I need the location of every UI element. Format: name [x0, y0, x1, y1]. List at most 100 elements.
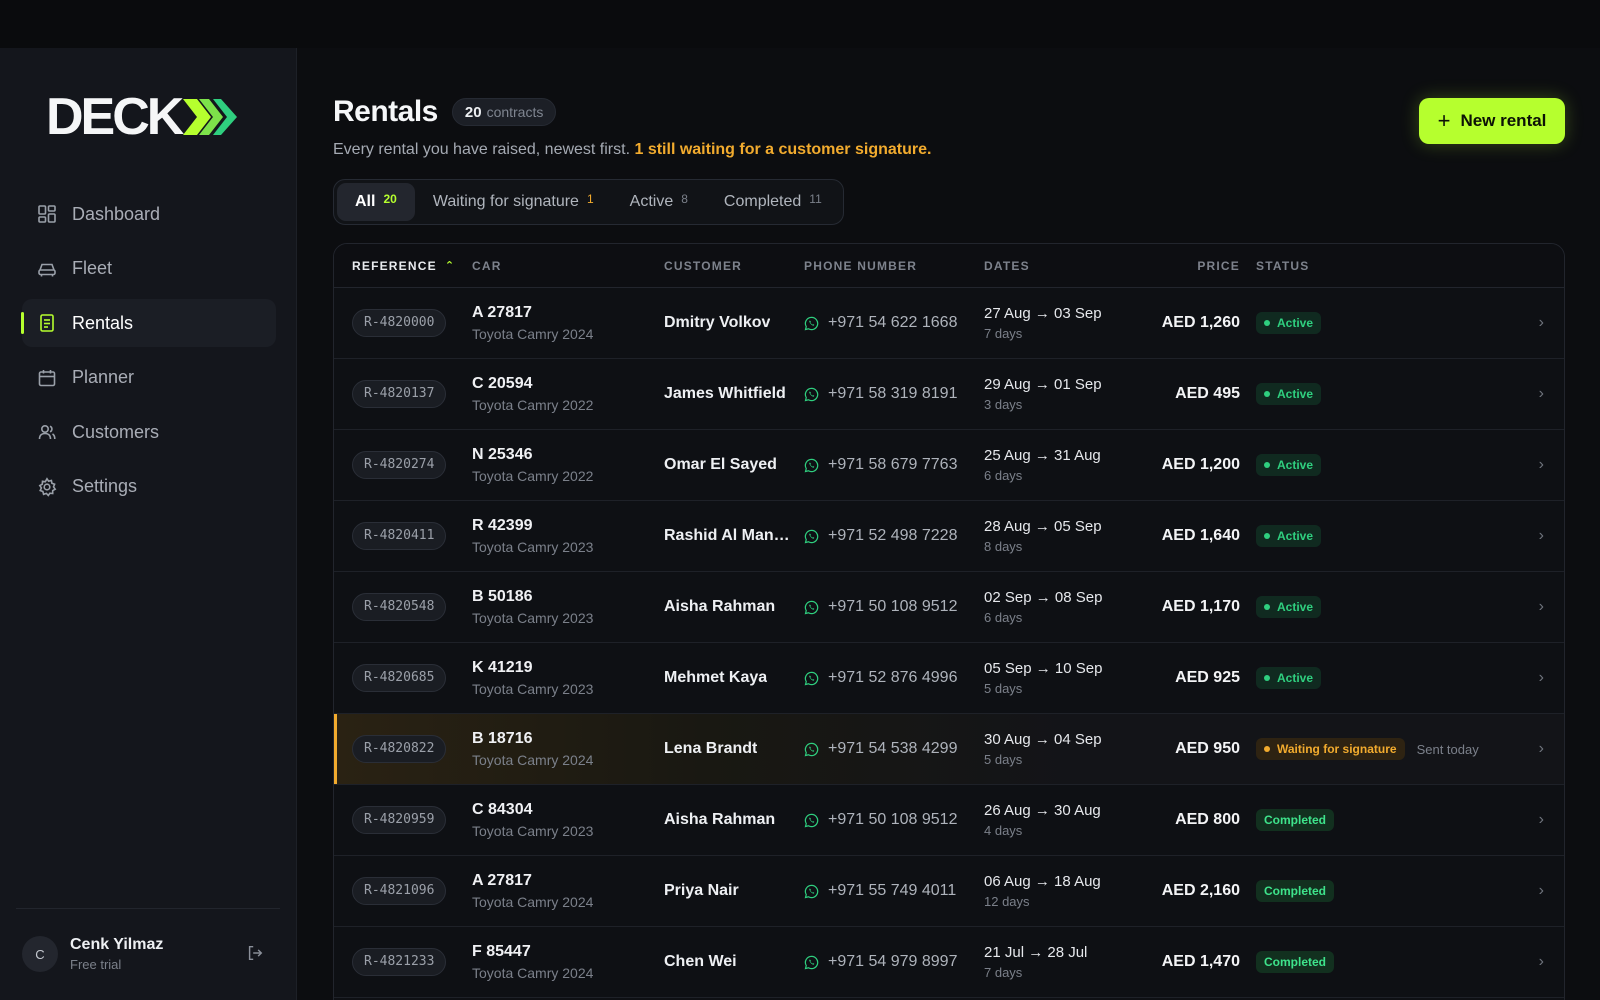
chevron-right-icon[interactable]: › [1538, 882, 1544, 899]
table-row[interactable]: R-4820000 A 27817 Toyota Camry 2024 Dmitry … [334, 288, 1564, 359]
customer-name: Lena Brandt [664, 740, 758, 757]
car-plate: C 20594 [472, 375, 533, 392]
phone-number[interactable]: +971 52 876 4996 [804, 669, 957, 687]
deck-logo[interactable]: DECK [46, 91, 239, 143]
phone-number[interactable]: +971 54 979 8997 [804, 953, 957, 971]
sidebar-item-customers[interactable]: Customers [22, 408, 276, 456]
reference-badge: R-4820274 [352, 451, 447, 479]
car-plate: F 85447 [472, 943, 531, 960]
table-row[interactable]: R-4820685 K 41219 Toyota Camry 2023 Mehmet … [334, 643, 1564, 714]
car-plate: A 27817 [472, 872, 532, 889]
phone-number[interactable]: +971 58 679 7763 [804, 456, 957, 474]
phone-number[interactable]: +971 50 108 9512 [804, 811, 957, 829]
column-header-dates[interactable]: DATES [984, 258, 1030, 273]
phone-number[interactable]: +971 55 749 4011 [804, 882, 956, 900]
table-row[interactable]: R-4820959 C 84304 Toyota Camry 2023 Aisha R… [334, 785, 1564, 856]
reference-badge: R-4820822 [352, 735, 447, 763]
phone-number[interactable]: +971 50 108 9512 [804, 598, 957, 616]
phone-number[interactable]: +971 54 538 4299 [804, 740, 957, 758]
user-name: Cenk Yilmaz [70, 936, 164, 953]
car-model: Toyota Camry 2022 [472, 468, 594, 484]
phone-number[interactable]: +971 52 498 7228 [804, 527, 957, 545]
status-cell: Active [1256, 454, 1322, 476]
table-row[interactable]: R-4820137 C 20594 Toyota Camry 2022 James W… [334, 359, 1564, 430]
car-plate: N 25346 [472, 446, 533, 463]
phone-number[interactable]: +971 54 622 1668 [804, 314, 957, 332]
dates-cell: 28 Aug → 05 Sep 8 days [984, 518, 1102, 554]
logout-icon[interactable] [246, 944, 266, 964]
phone-number[interactable]: +971 58 319 8191 [804, 385, 957, 403]
new-rental-button[interactable]: + New rental [1419, 98, 1565, 144]
table-row[interactable]: R-4820548 B 50186 Toyota Camry 2023 Aisha R… [334, 572, 1564, 643]
chevron-right-icon[interactable]: › [1538, 740, 1544, 757]
table-row[interactable]: R-4821233 F 85447 Toyota Camry 2024 Chen We… [334, 927, 1564, 998]
car-model: Toyota Camry 2023 [472, 681, 594, 697]
date-range: 28 Aug → 05 Sep [984, 518, 1102, 535]
status-badge: Completed [1256, 951, 1335, 973]
column-header-customer[interactable]: CUSTOMER [664, 258, 743, 273]
tab-completed[interactable]: Completed 11 [706, 183, 840, 221]
price: AED 1,170 [1161, 598, 1240, 615]
status-text: Active [1277, 671, 1314, 685]
status-text: Completed [1264, 955, 1327, 969]
column-header-car[interactable]: CAR [472, 258, 502, 273]
tab-label: Active [629, 193, 674, 210]
table-row[interactable]: R-4820822 B 18716 Toyota Camry 2024 Lena Br… [334, 714, 1564, 785]
reference-badge: R-4820685 [352, 664, 447, 692]
status-note: Sent today [1416, 741, 1479, 757]
customer-name: Dmitry Volkov [664, 314, 771, 331]
tab-active[interactable]: Active 8 [612, 183, 706, 221]
sidebar-item-dashboard[interactable]: Dashboard [22, 190, 276, 238]
table-row[interactable]: R-4821096 A 27817 Toyota Camry 2024 Priya N… [334, 856, 1564, 927]
car-plate: C 84304 [472, 801, 533, 818]
date-range: 30 Aug → 04 Sep [984, 731, 1102, 748]
chevron-right-icon[interactable]: › [1538, 953, 1544, 970]
phone-text: +971 50 108 9512 [828, 598, 958, 615]
column-header-price[interactable]: PRICE [1197, 258, 1240, 273]
column-header-status[interactable]: STATUS [1256, 258, 1310, 273]
status-cell: Active [1256, 667, 1322, 689]
car-icon [36, 258, 58, 280]
table-row[interactable]: R-4820274 N 25346 Toyota Camry 2022 Omar El… [334, 430, 1564, 501]
chevron-right-icon[interactable]: › [1538, 669, 1544, 686]
dates-cell: 21 Jul → 28 Jul 7 days [984, 944, 1087, 980]
tab-waiting-for-signature[interactable]: Waiting for signature 1 [415, 183, 612, 221]
phone-text: +971 55 749 4011 [828, 882, 957, 899]
whatsapp-icon [804, 316, 819, 330]
date-range: 26 Aug → 30 Aug [984, 802, 1101, 819]
car-plate: K 41219 [472, 659, 533, 676]
chevron-right-icon[interactable]: › [1538, 385, 1544, 402]
sidebar-item-rentals[interactable]: Rentals [21, 299, 276, 347]
chevron-right-icon[interactable]: › [1538, 811, 1544, 828]
chevron-right-icon[interactable]: › [1538, 598, 1544, 615]
dates-cell: 06 Aug → 18 Aug 12 days [984, 873, 1101, 909]
chevron-right-icon[interactable]: › [1538, 456, 1544, 473]
status-cell: Active [1256, 383, 1322, 405]
dates-cell: 02 Sep → 08 Sep 6 days [984, 589, 1102, 625]
table-body: R-4820000 A 27817 Toyota Camry 2024 Dmitry … [334, 288, 1564, 998]
status-badge: Active [1256, 312, 1322, 334]
column-header-reference[interactable]: REFERENCE ⌃ [352, 258, 456, 273]
car-plate: A 27817 [472, 304, 532, 321]
tab-all[interactable]: All 20 [337, 183, 415, 221]
status-dot-icon [1264, 391, 1270, 397]
whatsapp-icon [804, 529, 819, 543]
column-header-phone[interactable]: PHONE NUMBER [804, 258, 918, 273]
users-icon [36, 421, 58, 443]
chevron-right-icon[interactable]: › [1538, 314, 1544, 331]
contract-count-value: 20 [464, 103, 482, 121]
car-plate: B 50186 [472, 588, 533, 605]
car-cell: A 27817 Toyota Camry 2024 [472, 872, 593, 910]
chevron-right-icon[interactable]: › [1538, 527, 1544, 544]
car-model: Toyota Camry 2023 [472, 610, 594, 626]
status-badge: Active [1256, 383, 1322, 405]
sidebar-item-fleet[interactable]: Fleet [22, 245, 276, 293]
sidebar-item-label: Customers [72, 421, 160, 442]
table-row[interactable]: R-4820411 R 42399 Toyota Camry 2023 Rashid … [334, 501, 1564, 572]
sidebar: DECK Dashboard Fleet Rentals [0, 48, 297, 1000]
sidebar-item-settings[interactable]: Settings [22, 463, 276, 511]
date-range: 02 Sep → 08 Sep [984, 589, 1103, 606]
user-profile[interactable]: C Cenk Yilmaz Free trial [22, 934, 276, 974]
sidebar-item-planner[interactable]: Planner [22, 354, 276, 402]
duration: 5 days [984, 681, 1023, 696]
